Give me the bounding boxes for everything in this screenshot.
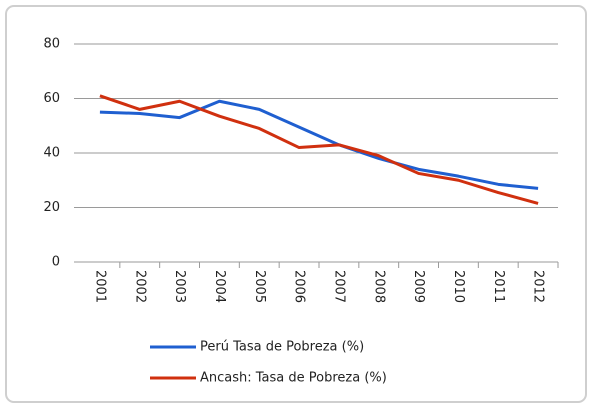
- legend-label: Perú Tasa de Pobreza (%): [200, 340, 364, 355]
- x-tick-label: 2006: [292, 270, 307, 303]
- x-tick-label: 2005: [252, 270, 267, 303]
- x-tick-label: 2012: [531, 270, 546, 303]
- x-tick-label: 2003: [172, 270, 187, 303]
- y-tick-label: 60: [43, 91, 60, 106]
- chart-frame: [5, 5, 587, 403]
- series-line: [99, 99, 539, 190]
- x-tick-label: 2001: [92, 270, 107, 303]
- x-tick-label: 2009: [411, 270, 426, 303]
- y-tick-label: 40: [43, 146, 60, 161]
- x-tick-label: 2010: [451, 270, 466, 303]
- x-tick-label: 2002: [132, 270, 147, 303]
- y-tick-label: 80: [43, 37, 60, 52]
- x-tick-label: 2011: [491, 270, 506, 303]
- x-tick-label: 2007: [331, 270, 346, 303]
- series-line: [99, 94, 539, 205]
- x-tick-label: 2008: [371, 270, 386, 303]
- y-tick-label: 0: [52, 255, 60, 270]
- y-tick-label: 20: [43, 200, 60, 215]
- legend-label: Ancash: Tasa de Pobreza (%): [200, 371, 387, 386]
- x-tick-label: 2004: [212, 270, 227, 303]
